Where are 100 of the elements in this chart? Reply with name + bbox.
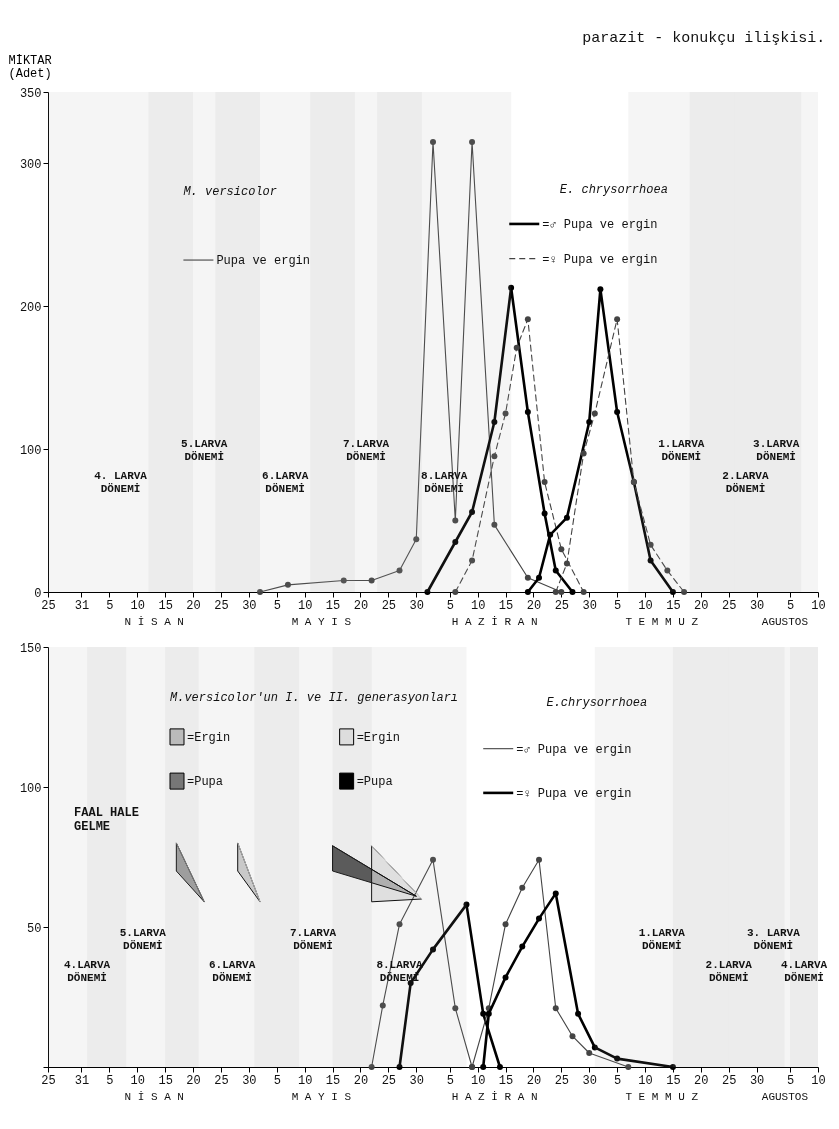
band-label: 5.LARVA DÖNEMİ [181,438,228,463]
x-tick-label: 25 [381,1073,397,1088]
legend-label: =Pupa [187,775,224,790]
legend-label: Pupa ve ergin [216,254,311,269]
x-tick-label: 15 [498,598,514,613]
band-label: 3. LARVA DÖNEMİ [746,927,801,953]
band-label: 1.LARVA DÖNEMİ [658,438,705,463]
annotation: M.versicolor'un I. ve II. generasyonları [170,691,459,706]
legend-label: =Ergin [356,730,400,745]
text: AGUSTOS [761,1091,809,1103]
y-tick-label: 200 [19,300,42,315]
x-tick-label: 10 [130,1073,145,1088]
text: H A Z İ R A N [451,1091,538,1103]
x-tick-label: 25 [722,598,737,613]
y-tick-label: 50 [27,921,42,936]
x-tick-label: 20 [526,1073,542,1088]
text: AGUSTOS [761,616,809,628]
x-tick-label: 31 [74,1073,90,1088]
x-tick-label: 20 [694,1073,709,1088]
chart-title: parazit - konukçu ilişkisi. [582,30,826,47]
x-tick-label: 15 [666,1073,681,1088]
x-tick-label: 30 [749,598,765,613]
x-tick-label: 20 [694,598,709,613]
annotation: E.chrysorrhoea [546,695,648,710]
x-tick-label: 10 [638,1073,653,1088]
text: N İ S A N [124,616,184,628]
x-tick-label: 5 [446,1073,454,1088]
x-tick-label: 20 [526,598,542,613]
x-tick-label: 30 [749,1073,765,1088]
x-tick-label: 5 [614,1073,622,1088]
x-tick-label: 10 [470,1073,486,1088]
x-tick-label: 5 [273,598,281,613]
y-tick-label: 350 [19,86,42,101]
text: M A Y I S [291,616,352,628]
y-tick-label: 0 [34,586,42,601]
band-label: 7.LARVA DÖNEMİ [289,927,337,953]
x-tick-label: 15 [325,1073,341,1088]
x-tick-label: 20 [186,1073,201,1088]
y-axis-title: MİKTAR (Adet) [8,52,52,81]
legend-label: =♂ Pupa ve ergin [516,742,632,757]
text: M A Y I S [291,1091,352,1103]
x-tick-label: 5 [446,598,454,613]
x-tick-label: 15 [666,598,681,613]
band-label: 2.LARVA DÖNEMİ [722,470,769,495]
band-label: 6.LARVA DÖNEMİ [209,959,256,985]
x-tick-label: 20 [353,1073,369,1088]
x-tick-label: 5 [787,598,795,613]
band-label: 4.LARVA DÖNEMİ [63,959,111,985]
band-label: 4.LARVA DÖNEMİ [780,959,828,985]
legend-label: =♂ Pupa ve ergin [542,217,658,232]
x-tick-label: 10 [811,1073,826,1088]
x-tick-label: 25 [41,1073,56,1088]
text: T E M M U Z [625,616,699,628]
x-tick-label: 20 [353,598,369,613]
band-label: 3.LARVA DÖNEMİ [753,438,800,463]
x-tick-label: 30 [242,1073,257,1088]
x-tick-label: 5 [106,598,114,613]
x-tick-label: 5 [273,1073,281,1088]
legend-label: =♀ Pupa ve ergin [516,786,632,801]
x-tick-label: 15 [158,1073,173,1088]
legend-label: =Pupa [356,775,393,790]
y-tick-label: 300 [19,157,42,172]
x-tick-label: 10 [638,598,653,613]
x-tick-label: 5 [106,1073,114,1088]
band-label: 2.LARVA DÖNEMİ [705,959,753,985]
x-tick-label: 15 [325,598,341,613]
y-tick-label: 100 [19,781,42,796]
x-tick-label: 30 [409,598,424,613]
x-tick-label: 31 [74,598,90,613]
y-tick-label: 100 [19,443,42,458]
x-tick-label: 10 [470,598,486,613]
x-tick-label: 10 [297,598,313,613]
x-tick-label: 30 [582,1073,597,1088]
x-tick-label: 25 [214,1073,229,1088]
x-tick-label: 10 [811,598,826,613]
x-tick-label: 15 [158,598,173,613]
band-label: 4. LARVA DÖNEMİ [94,470,148,495]
x-tick-label: 30 [582,598,597,613]
x-tick-label: 10 [130,598,145,613]
x-tick-label: 25 [214,598,229,613]
x-tick-label: 30 [242,598,257,613]
band-label: 6.LARVA DÖNEMİ [262,470,309,495]
text: H A Z İ R A N [451,616,538,628]
band-label: 5.LARVA DÖNEMİ [119,927,167,953]
annotation: FAAL HALE GELME [74,806,139,835]
annotation: E. chrysorrhoea [559,183,668,198]
x-tick-label: 25 [41,598,56,613]
x-tick-label: 20 [186,598,201,613]
band-label: 7.LARVA DÖNEMİ [342,438,390,463]
legend-label: =Ergin [187,730,231,745]
x-tick-label: 25 [722,1073,737,1088]
x-tick-label: 30 [409,1073,424,1088]
x-tick-label: 5 [787,1073,795,1088]
text: T E M M U Z [625,1091,699,1103]
x-tick-label: 10 [297,1073,313,1088]
x-tick-label: 25 [381,598,397,613]
band-label: 1.LARVA DÖNEMİ [638,927,686,953]
x-tick-label: 5 [614,598,622,613]
x-tick-label: 25 [554,598,570,613]
x-tick-label: 15 [498,1073,514,1088]
